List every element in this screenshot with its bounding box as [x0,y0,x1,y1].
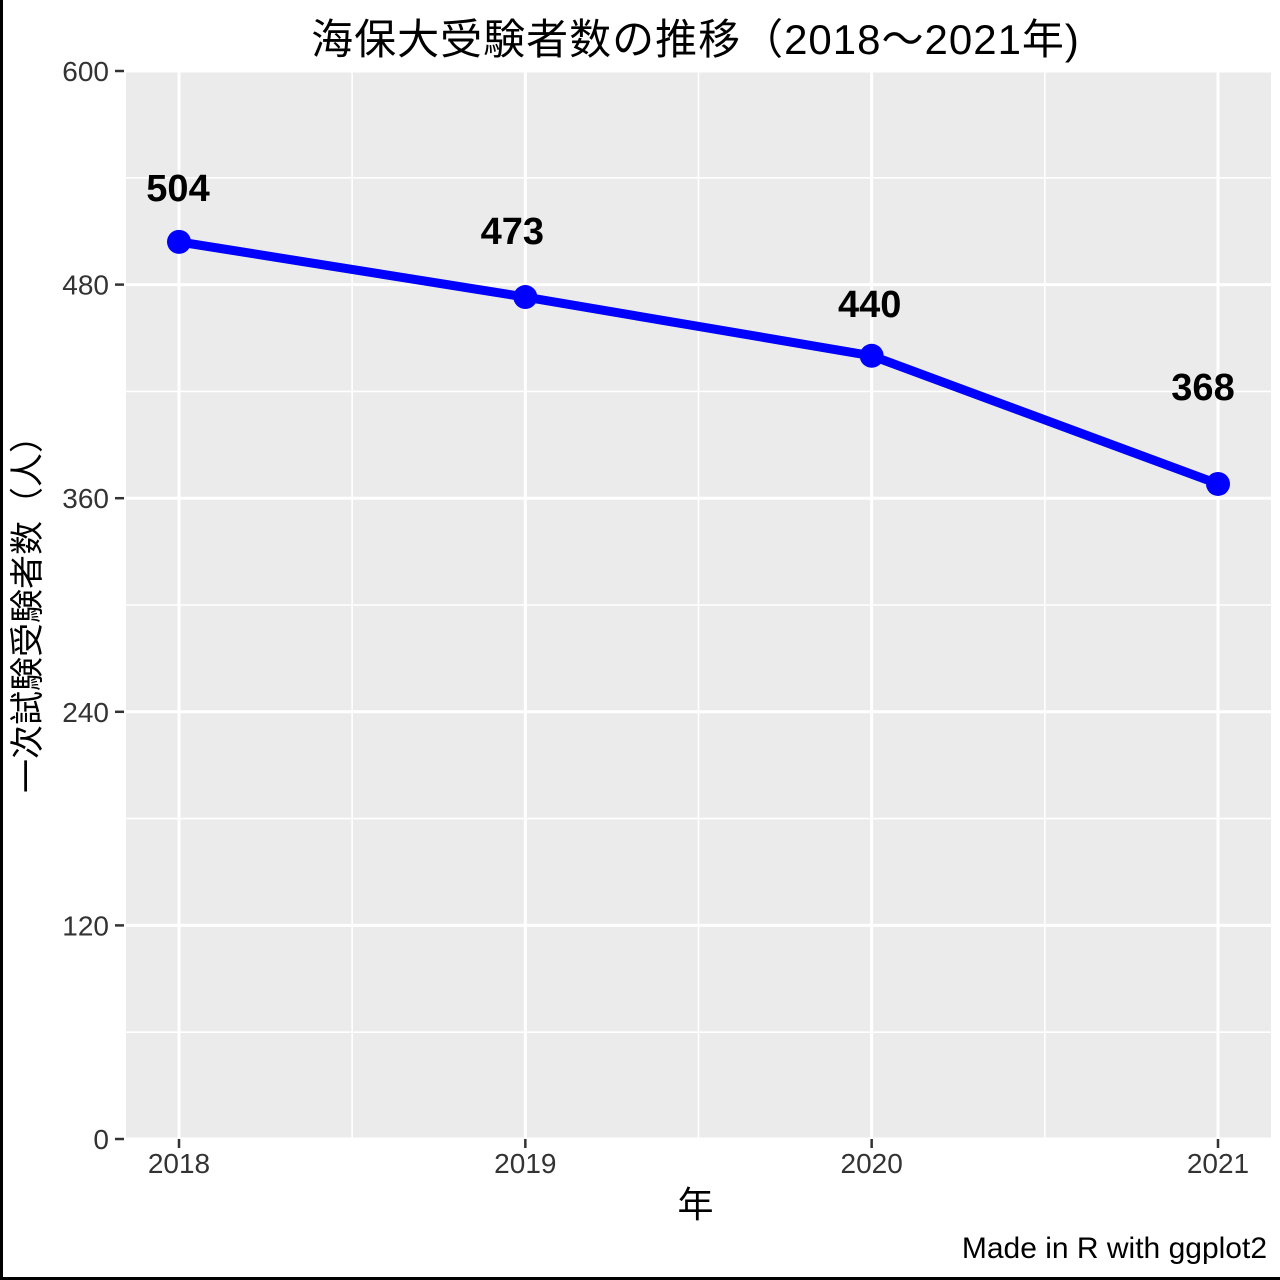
y-tick-label: 600 [62,56,109,87]
data-line [178,237,1220,489]
data-point-label: 440 [838,284,901,326]
data-point [1206,471,1230,496]
data-point [859,343,884,368]
data-point-label: 473 [481,211,544,253]
y-tick-label: 360 [62,483,109,514]
x-tick-label: 2018 [148,1148,210,1179]
y-tick-label: 0 [93,1124,109,1155]
chart-title: 海保大受験者数の推移（2018〜2021年) [311,16,1080,63]
footer-caption: Made in R with ggplot2 [961,1232,1267,1265]
y-tick-label: 120 [62,910,109,941]
data-point [167,229,191,254]
data-point [513,285,538,310]
x-tick-label: 2021 [1187,1148,1249,1179]
x-tick-label: 2020 [841,1148,903,1179]
y-tick-label: 240 [62,697,109,728]
data-point-label: 504 [146,168,209,210]
plot-area: 0 120 240 360 480 600 2018 2019 2020 2021 504 473 44… [62,56,1271,1179]
x-axis-title: 年 [677,1184,714,1225]
data-point-label: 368 [1171,367,1234,409]
x-tick-label: 2019 [494,1148,556,1179]
y-tick-label: 480 [62,270,109,301]
